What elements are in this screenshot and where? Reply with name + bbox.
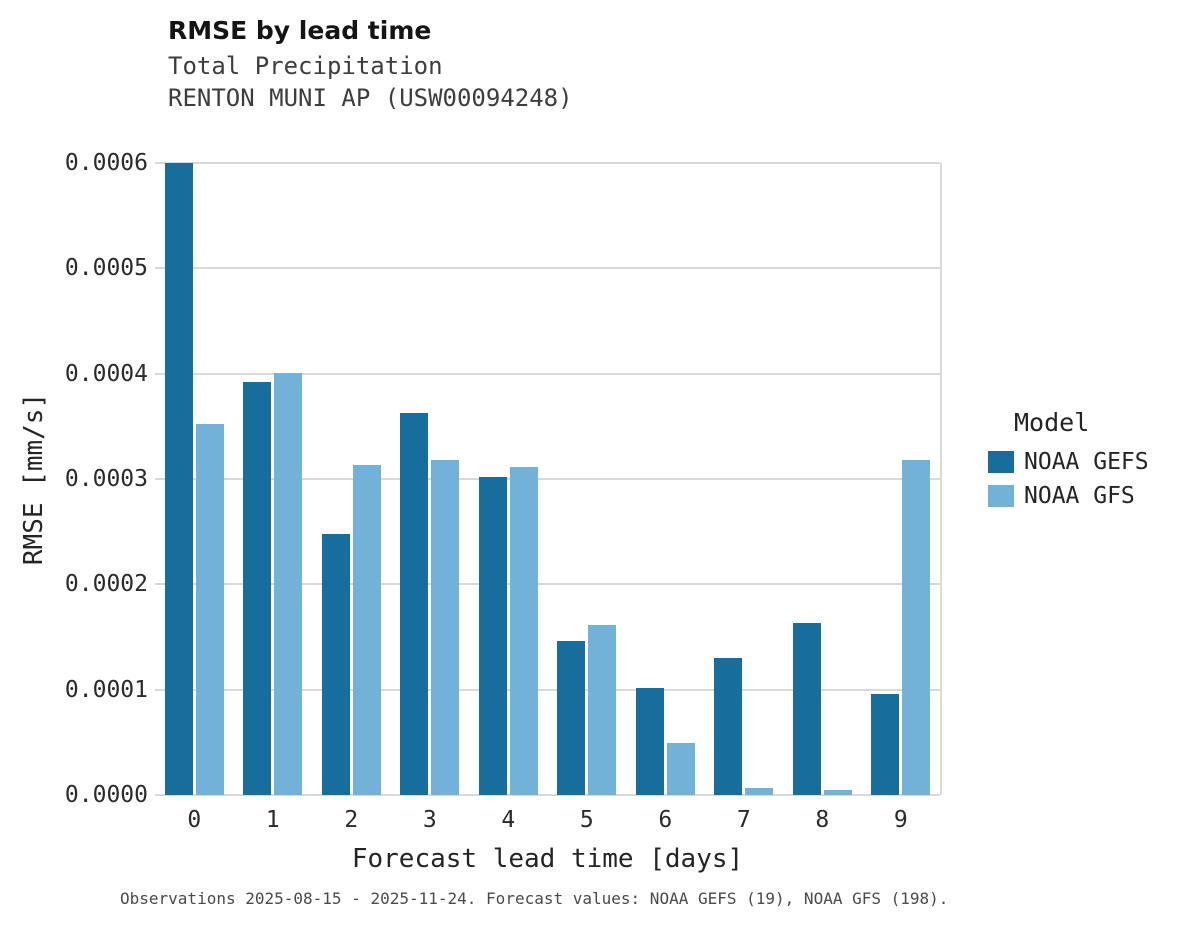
bar-noaa-gefs-lead-3 <box>400 412 429 795</box>
chart-title: RMSE by lead time <box>168 16 432 45</box>
bar-noaa-gfs-lead-7 <box>745 787 774 795</box>
y-tick-label: 0.0003 <box>64 466 148 492</box>
bar-group-lead-5 <box>548 163 627 795</box>
bar-noaa-gefs-lead-9 <box>871 693 900 795</box>
x-tick-label: 4 <box>501 807 516 833</box>
bar-noaa-gefs-lead-5 <box>557 641 586 795</box>
chart-subtitle: Total Precipitation <box>168 52 443 80</box>
x-tick-label: 0 <box>187 807 202 833</box>
bar-noaa-gfs-lead-6 <box>666 743 695 795</box>
bar-group-lead-6 <box>626 163 705 795</box>
gridline <box>155 583 940 586</box>
legend-item-noaa-gfs: NOAA GFS <box>988 483 1149 509</box>
bar-group-lead-0 <box>155 163 234 795</box>
gridline <box>155 688 940 691</box>
x-tick-label: 2 <box>344 807 359 833</box>
bar-noaa-gefs-lead-6 <box>635 687 664 795</box>
x-tick-label: 6 <box>658 807 673 833</box>
legend-item-noaa-gefs: NOAA GEFS <box>988 449 1149 475</box>
bars-layer <box>155 163 940 795</box>
gridline <box>155 478 940 480</box>
bar-group-lead-8 <box>783 163 862 795</box>
y-tick-label: 0.0002 <box>64 571 148 598</box>
y-tick-label: 0.0001 <box>64 676 148 703</box>
x-tick-label: 8 <box>815 807 830 833</box>
bar-noaa-gfs-lead-0 <box>195 424 224 795</box>
x-axis: 0 1 2 3 4 5 6 7 8 9 <box>155 807 940 833</box>
gridline <box>155 267 940 270</box>
bar-noaa-gefs-lead-8 <box>792 623 821 795</box>
y-tick-label: 0.0005 <box>64 255 148 282</box>
legend-label-noaa-gfs: NOAA GFS <box>1024 483 1135 509</box>
x-tick-label: 7 <box>736 807 751 833</box>
y-tick-label: 0.0000 <box>64 782 148 808</box>
gridline <box>155 372 940 375</box>
bar-noaa-gfs-lead-8 <box>823 789 852 795</box>
legend-title: Model <box>1014 408 1090 437</box>
bar-noaa-gefs-lead-4 <box>478 476 507 795</box>
bar-group-lead-7 <box>705 163 784 795</box>
y-tick-label: 0.0006 <box>64 150 148 176</box>
caption: Observations 2025-08-15 - 2025-11-24. Fo… <box>120 889 949 908</box>
bar-group-lead-9 <box>862 163 941 795</box>
gridline <box>155 794 940 796</box>
legend-label-noaa-gefs: NOAA GEFS <box>1024 449 1149 475</box>
bar-noaa-gefs-lead-0 <box>164 163 193 795</box>
bar-noaa-gfs-lead-5 <box>588 625 617 795</box>
bar-noaa-gefs-lead-7 <box>714 658 743 795</box>
bar-noaa-gfs-lead-1 <box>274 372 303 795</box>
x-tick-label: 1 <box>265 807 280 833</box>
y-tick-label: 0.0004 <box>64 360 148 387</box>
bar-group-lead-4 <box>469 163 548 795</box>
bar-noaa-gfs-lead-3 <box>431 460 460 795</box>
x-axis-title: Forecast lead time [days] <box>351 844 744 874</box>
bar-noaa-gfs-lead-2 <box>352 465 381 795</box>
bar-noaa-gefs-lead-1 <box>243 382 272 795</box>
x-tick-label: 5 <box>579 807 594 833</box>
x-tick-label: 9 <box>893 807 908 833</box>
y-axis: 0.0000 0.0001 0.0002 0.0003 0.0004 0.0005 0.00… <box>0 150 148 808</box>
bar-group-lead-1 <box>234 163 313 795</box>
legend: Model NOAA GEFS NOAA GFS <box>988 408 1149 517</box>
bar-group-lead-3 <box>391 163 470 795</box>
bar-noaa-gefs-lead-2 <box>321 533 350 795</box>
bar-group-lead-2 <box>312 163 391 795</box>
chart-subtitle-station: RENTON MUNI AP (USW00094248) <box>168 84 573 112</box>
legend-swatch-noaa-gefs <box>988 451 1014 473</box>
plot-area <box>155 162 942 796</box>
bar-noaa-gfs-lead-4 <box>509 467 538 795</box>
legend-swatch-noaa-gfs <box>988 485 1014 507</box>
bar-noaa-gfs-lead-9 <box>902 460 931 795</box>
x-tick-label: 3 <box>422 807 437 833</box>
gridline <box>155 162 940 164</box>
